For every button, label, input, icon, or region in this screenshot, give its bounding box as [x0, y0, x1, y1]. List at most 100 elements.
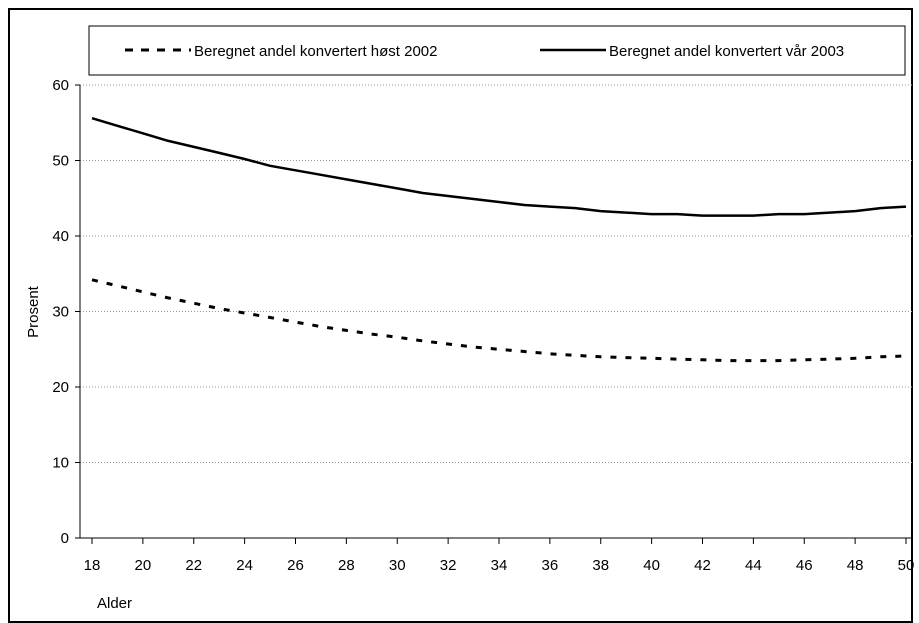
plot-area: 0 10 20 30 40 50 60 18 20 22 24 26 28 30 32 34 36 38 40 42…: [52, 77, 914, 574]
data-point: [193, 146, 195, 148]
data-point: [117, 125, 119, 127]
x-axis-title: Alder: [97, 595, 132, 612]
data-point: [193, 302, 195, 304]
legend-label-var-2003: Beregnet andel konvertert vår 2003: [609, 43, 844, 60]
x-tick-label: 38: [592, 557, 609, 574]
data-point: [727, 360, 729, 362]
data-point: [753, 360, 755, 362]
data-point: [498, 349, 500, 351]
data-point: [905, 355, 907, 357]
data-point: [829, 212, 831, 214]
data-point: [804, 359, 806, 361]
data-point: [651, 358, 653, 360]
x-tick-label: 30: [389, 557, 406, 574]
y-tick-label: 10: [52, 455, 69, 472]
x-tick-label: 18: [84, 557, 101, 574]
data-point: [447, 343, 449, 345]
data-point: [524, 351, 526, 353]
data-point: [117, 285, 119, 287]
data-point: [651, 213, 653, 215]
data-point: [142, 291, 144, 293]
x-axis-ticks: 18 20 22 24 26 28 30 32 34 36 38 40 42 44 46 48 50: [84, 538, 915, 574]
y-tick-label: 60: [52, 77, 69, 94]
data-point: [447, 195, 449, 197]
y-tick-label: 30: [52, 304, 69, 321]
data-point: [625, 212, 627, 214]
data-point: [524, 204, 526, 206]
data-point: [295, 321, 297, 323]
data-point: [829, 358, 831, 360]
data-point: [854, 358, 856, 360]
data-point: [320, 174, 322, 176]
series-line-host-2002: [91, 278, 907, 363]
y-tick-label: 50: [52, 153, 69, 170]
legend-label-host-2002: Beregnet andel konvertert høst 2002: [194, 43, 438, 60]
data-point: [575, 207, 577, 209]
data-point: [778, 360, 780, 362]
data-point: [804, 213, 806, 215]
data-point: [346, 330, 348, 332]
data-point: [473, 198, 475, 200]
x-tick-label: 26: [287, 557, 304, 574]
x-tick-label: 20: [135, 557, 152, 574]
data-point: [422, 192, 424, 194]
data-point: [91, 117, 93, 119]
data-point: [168, 297, 170, 299]
x-tick-label: 32: [440, 557, 457, 574]
data-point: [371, 183, 373, 185]
data-point: [142, 133, 144, 135]
data-point: [397, 336, 399, 338]
data-point: [269, 317, 271, 319]
x-tick-label: 48: [847, 557, 864, 574]
data-point: [371, 333, 373, 335]
chart-border: [8, 8, 913, 623]
data-point: [702, 359, 704, 361]
x-tick-label: 36: [542, 557, 559, 574]
data-point: [397, 188, 399, 190]
data-point: [600, 210, 602, 212]
legend-box: [88, 25, 906, 76]
data-point: [575, 355, 577, 357]
x-tick-label: 40: [643, 557, 660, 574]
data-point: [854, 210, 856, 212]
data-point: [244, 158, 246, 160]
y-tick-label: 20: [52, 379, 69, 396]
x-tick-label: 28: [338, 557, 355, 574]
data-point: [880, 207, 882, 209]
data-point: [753, 215, 755, 217]
data-point: [625, 357, 627, 359]
data-point: [269, 165, 271, 167]
data-point: [473, 346, 475, 348]
data-point: [498, 201, 500, 203]
x-tick-label: 22: [185, 557, 202, 574]
x-tick-label: 42: [694, 557, 711, 574]
data-point: [549, 353, 551, 355]
data-point: [905, 206, 907, 208]
x-tick-label: 24: [236, 557, 253, 574]
x-tick-label: 34: [491, 557, 508, 574]
data-point: [549, 206, 551, 208]
y-tick-label: 0: [61, 530, 69, 547]
data-point: [727, 215, 729, 217]
data-point: [676, 213, 678, 215]
x-tick-label: 44: [745, 557, 762, 574]
data-point: [91, 279, 93, 281]
legend: Beregnet andel konvertert høst 2002 Bere…: [88, 25, 906, 76]
data-point: [346, 179, 348, 181]
data-point: [218, 152, 220, 154]
data-point: [880, 356, 882, 358]
data-point: [218, 308, 220, 310]
data-point: [778, 213, 780, 215]
data-point: [295, 170, 297, 172]
y-axis-title: Prosent: [25, 285, 42, 338]
series-layer: [91, 117, 907, 363]
data-point: [244, 312, 246, 314]
data-point: [422, 340, 424, 342]
data-point: [702, 215, 704, 217]
x-tick-label: 50: [898, 557, 915, 574]
data-point: [320, 326, 322, 328]
y-axis-ticks: 0 10 20 30 40 50 60: [52, 77, 80, 547]
y-tick-label: 40: [52, 228, 69, 245]
data-point: [600, 356, 602, 358]
